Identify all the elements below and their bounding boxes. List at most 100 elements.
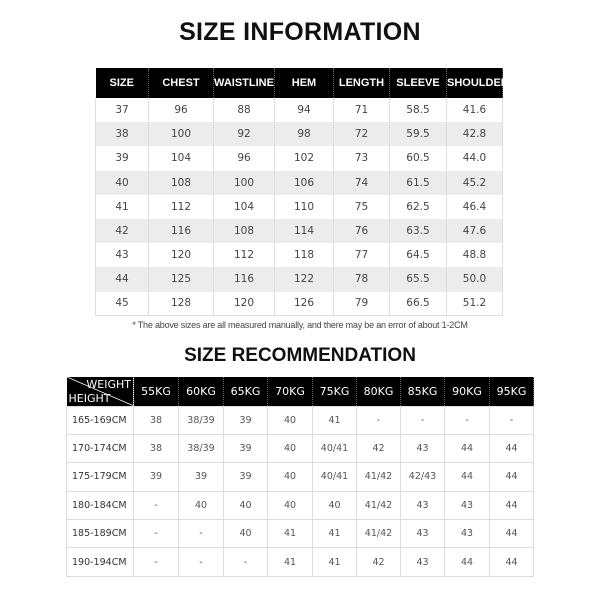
recommended-size-cell: -	[133, 547, 179, 577]
recommended-size-cell: 44	[489, 519, 534, 549]
recommended-size-cell: 38/39	[178, 433, 224, 464]
table-cell: 110	[274, 194, 334, 219]
table-cell: 73	[333, 146, 390, 171]
recommended-size-cell: -	[400, 405, 445, 435]
recommended-size-cell: 43	[400, 519, 445, 549]
table-cell: 40	[95, 170, 149, 195]
table-cell: 76	[333, 218, 390, 244]
table-cell: 41	[95, 194, 149, 219]
table-cell: 112	[213, 243, 275, 268]
table-cell: 59.5	[389, 122, 447, 147]
table-cell: 79	[333, 291, 390, 317]
recommended-size-cell: -	[223, 547, 268, 577]
table-cell: 38	[95, 122, 149, 147]
table-row: 40 108 100 106 74 61.5 45.2	[95, 170, 503, 195]
height-row-header: 190-194CM	[66, 547, 134, 577]
column-header: SIZE	[95, 68, 149, 98]
height-row-header: 185-189CM	[66, 519, 134, 549]
table-row: 175-179CM 39 39 39 40 40/41 41/42 42/43 44 44	[66, 462, 534, 492]
recommended-size-cell: 41/42	[356, 490, 401, 521]
table-cell: 39	[95, 146, 149, 171]
recommended-size-cell: -	[489, 405, 534, 435]
weight-column-header: 90KG	[444, 377, 490, 406]
recommended-size-cell: 41	[312, 405, 357, 435]
table-cell: 106	[274, 170, 334, 195]
recommended-size-cell: 40	[267, 405, 313, 435]
table-row: 165-169CM 38 38/39 39 40 41- - - -	[66, 405, 534, 435]
recommended-size-cell: 40	[223, 490, 268, 521]
height-row-header: 165-169CM	[66, 405, 134, 435]
recommended-size-cell: -	[133, 490, 179, 521]
weight-column-header: 60KG	[178, 377, 224, 406]
recommended-size-cell: 44	[489, 462, 534, 492]
table-cell: 118	[274, 243, 334, 268]
recommended-size-cell: 44	[489, 547, 534, 577]
height-row-header: 175-179CM	[66, 462, 134, 492]
recommended-size-cell: 41	[267, 547, 313, 577]
table-cell: 37	[95, 98, 149, 123]
recommended-size-cell: -	[178, 519, 224, 549]
table-cell: 58.5	[389, 98, 447, 123]
table-cell: 45	[95, 291, 149, 317]
recommended-size-cell: 40	[312, 490, 357, 521]
table-cell: 114	[274, 218, 334, 244]
size-information-table: SIZE CHEST WAISTLINE HEM LENGTH SLEEVE SHOULDE…	[95, 68, 509, 317]
table-cell: 78	[333, 267, 390, 292]
height-row-header: 170-174CM	[66, 433, 134, 464]
recommended-size-cell: 40	[223, 519, 268, 549]
recommended-size-cell: 42	[356, 547, 401, 577]
size-information-title: SIZE INFORMATION	[179, 18, 421, 46]
table-cell: 45.2	[446, 170, 503, 195]
table-cell: 96	[213, 146, 275, 171]
table-cell: 65.5	[389, 267, 447, 292]
recommended-size-cell: 44	[489, 490, 534, 521]
table-cell: 100	[213, 170, 275, 195]
table-cell: 126	[274, 291, 334, 317]
table-cell: 120	[213, 291, 275, 317]
recommended-size-cell: 38	[133, 433, 179, 464]
table-cell: 71	[333, 98, 390, 123]
recommended-size-cell: 44	[444, 547, 490, 577]
recommended-size-cell: 40	[178, 490, 224, 521]
table-cell: 44	[95, 267, 149, 292]
recommended-size-cell: 39	[223, 462, 268, 492]
recommended-size-cell: 43	[444, 490, 490, 521]
height-label: HEIGHT	[68, 391, 111, 405]
table-cell: 43	[95, 243, 149, 268]
table-cell: 108	[148, 170, 214, 195]
table-cell: 104	[148, 146, 214, 171]
table-cell: 116	[213, 267, 275, 292]
table-row: 37 96 88 94 71 58.5 41.6	[95, 98, 503, 123]
recommended-size-cell: 44	[489, 433, 534, 464]
recommended-size-cell: 44	[444, 433, 490, 464]
recommended-size-cell: 42/43	[400, 462, 445, 492]
table-row: 38 100 92 98 72 59.5 42.8	[95, 122, 503, 147]
table-cell: 64.5	[389, 243, 447, 268]
table-cell: 77	[333, 243, 390, 268]
table-cell: 72	[333, 122, 390, 147]
recommended-size-cell: 43	[400, 433, 445, 464]
weight-label: WEIGHT	[86, 378, 131, 391]
column-header: CHEST	[148, 68, 214, 98]
table-cell: 47.6	[446, 218, 503, 244]
table-cell: 88	[213, 98, 275, 123]
table-cell: 42.8	[446, 122, 503, 147]
recommended-size-cell: 40	[267, 433, 313, 464]
table-row: 39 104 96 102 73 60.5 44.0	[95, 146, 503, 171]
recommended-size-cell: 39	[223, 405, 268, 435]
table-cell: 120	[148, 243, 214, 268]
recommended-size-cell: 41/42	[356, 519, 401, 549]
table-cell: 74	[333, 170, 390, 195]
recommended-size-cell: 43	[400, 547, 445, 577]
recommended-size-cell: 40/41	[312, 462, 357, 492]
table-cell: 50.0	[446, 267, 503, 292]
column-header: HEM	[274, 68, 334, 98]
table-cell: 66.5	[389, 291, 447, 317]
table-cell: 128	[148, 291, 214, 317]
measurement-note: * The above sizes are all measured manua…	[132, 320, 468, 330]
table-cell: 92	[213, 122, 275, 147]
table-cell: 125	[148, 267, 214, 292]
size-recommendation-table: WEIGHT HEIGHT 55KG 60KG 65KG 70KG 75KG 80KG 85…	[66, 377, 534, 577]
table-row: 41 112 104 110 75 62.5 46.4	[95, 194, 503, 219]
table-row: 180-184CM -40 40 40 40 41/42 43 43 44	[66, 490, 534, 521]
